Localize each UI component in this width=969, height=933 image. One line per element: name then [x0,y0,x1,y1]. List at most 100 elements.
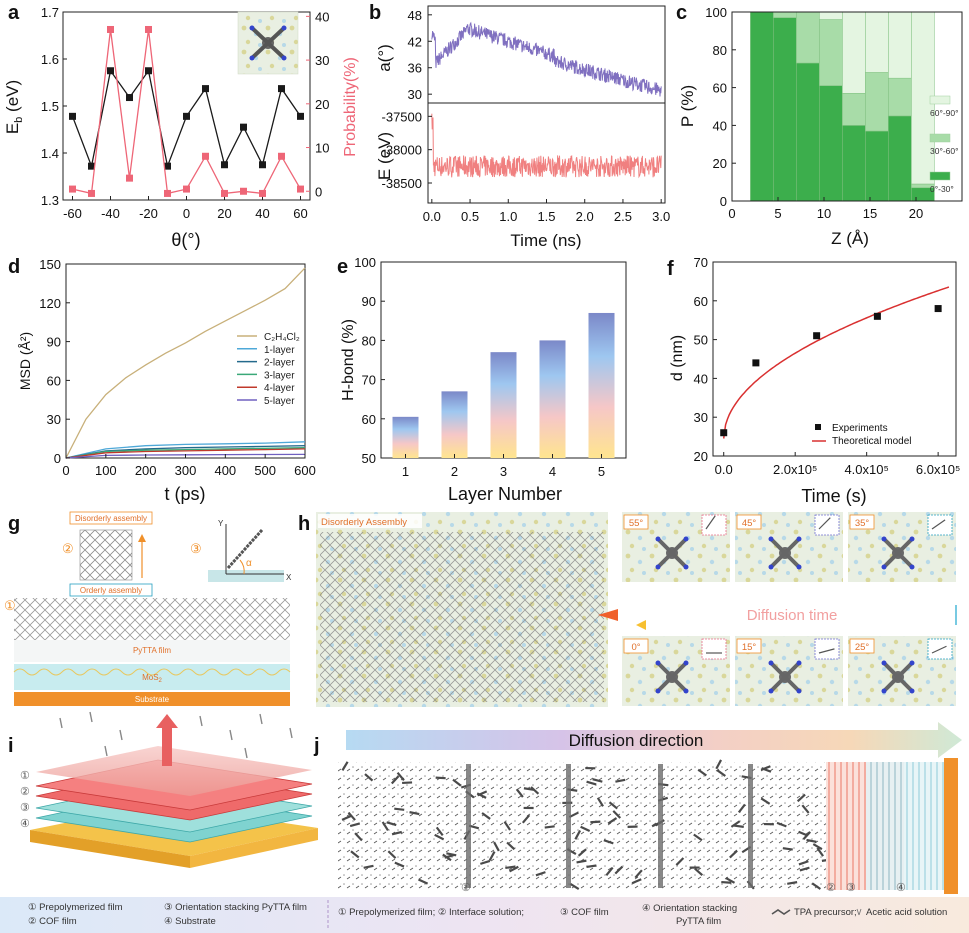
c-legend: 60°-90° 30°-60° 0°-30° [929,95,959,194]
j-substrate-bar [944,758,958,894]
a-point-probability [278,152,285,160]
a-point-probability [259,189,266,197]
c-bar-1 [842,93,866,126]
c-bar-0 [750,11,774,202]
a-point-eb [297,112,304,120]
panel-h: h Disorderly Assembly 55° 45° 35°0° 15° 25° … [298,512,957,707]
f-xlabel: Time (s) [801,486,866,506]
b-ylabel-top: a(°) [375,44,394,72]
e-ylabel: H-bond (%) [340,319,357,401]
h-molecule-arms [769,661,801,693]
e-xtick-label: 4 [549,464,556,479]
j-precursor [505,865,516,870]
j-precursor [631,878,642,885]
d-line [65,441,306,459]
j-precursor [812,843,823,851]
b-xtick-label: 1.0 [499,209,517,224]
a-y2tick-label: 20 [315,97,329,112]
j-precursor [386,821,397,827]
d-xtick-label: 0 [62,463,69,478]
d-ticks: 0 30 60 90 120 150 0 100 200 300 400 500 600 [39,257,316,478]
j-precursor [806,838,817,843]
h-inset-rod [818,517,831,530]
c-bar-0 [796,62,820,202]
panel-label-d: d [8,256,20,278]
panel-j: j Diffusion direction ① ② ③ ④ [313,722,962,894]
j-precursor [716,769,726,777]
d-xtick-label: 400 [214,463,236,478]
j-cof-band [658,764,663,888]
c-bar-1 [796,11,820,64]
e-bar [539,340,566,458]
h-orientation-snapshots: 55° 45° 35° 0° 15° 25° [622,512,956,706]
h-molecule-n [655,536,661,542]
j-precursor [544,825,555,829]
e-ytick-label: 70 [362,373,376,388]
j-precursor [535,871,546,877]
a-point-probability [221,189,228,197]
a-point-probability [183,185,190,193]
j-precursor [715,759,723,770]
d-legend-label: 2-layer [264,358,295,369]
a-point-probability [240,187,247,195]
h-molecule-n [881,688,887,694]
h-molecule-n [796,688,802,694]
f-point [934,305,942,313]
j-cof-band [566,764,571,888]
g-film-layer [14,640,290,662]
h-inset-box [927,514,953,536]
h-molecule-n [881,564,887,570]
a-ylabel: Eb (eV) [3,80,25,134]
a-xtick-label: -20 [139,206,158,221]
b-bottom-ytick-label: -37500 [382,109,422,124]
f-point [813,332,821,340]
legend-i-4: ④ Substrate [164,916,216,927]
j-precursor [435,826,444,837]
d-ytick-label: 60 [47,373,61,388]
g-order-label: Orderly assembly [80,586,142,595]
b-bottom-ytick-label: -38000 [382,143,422,158]
j-precursor [634,869,643,879]
legend-j-1: ① Prepolymerized film; ② Interface solut… [338,907,524,918]
d-ylabel: MSD (Å²) [17,332,33,390]
plot-frame-f [712,261,957,457]
j-precursor [694,867,704,877]
a-xtick-label: -60 [63,206,82,221]
j-precursor [693,833,703,842]
j-precursor [354,832,363,842]
f-ytick-label: 70 [694,255,708,270]
j-precursor [481,812,491,820]
d-ytick-label: 0 [54,451,61,466]
h-molecule-n [655,564,661,570]
h-inset-box [701,514,727,536]
h-angle-box [736,514,762,530]
h-angle-box [736,638,762,654]
a-point-eb [164,162,171,170]
d-legend-label: 3-layer [264,370,295,381]
h-molecule-arms [882,661,914,693]
h-molecule-n [909,536,915,542]
j-precursor [418,878,429,885]
j-precursor [402,781,413,785]
i-num-4: ④ [20,818,30,830]
j-direction-label: Diffusion direction [569,731,704,750]
j-precursor [592,778,603,783]
h-inset-rod [705,515,716,530]
h-molecule-n [655,660,661,666]
c-ticks: 0 20 40 60 80 100 0 5 10 15 20 [705,5,923,221]
legend-j-5: Acetic acid solution [866,907,947,918]
e-bars [392,312,615,458]
legend-bar: ① Prepolymerized film ② COF film ③ Orien… [0,897,969,933]
a-point-eb [278,85,285,93]
h-molecule-n [683,660,689,666]
a-point-eb [126,94,133,102]
j-precursor [442,853,452,862]
f-legend: Experiments Theoretical model [812,423,911,447]
j-precursor [612,810,622,819]
j-precursor [816,847,824,857]
g-mos2-label: MoS2 [142,673,162,684]
f-points [720,305,942,437]
g-disorder-cube [79,529,133,581]
c-legend-label: 60°-90° [930,108,959,118]
j-precursor [577,848,587,857]
